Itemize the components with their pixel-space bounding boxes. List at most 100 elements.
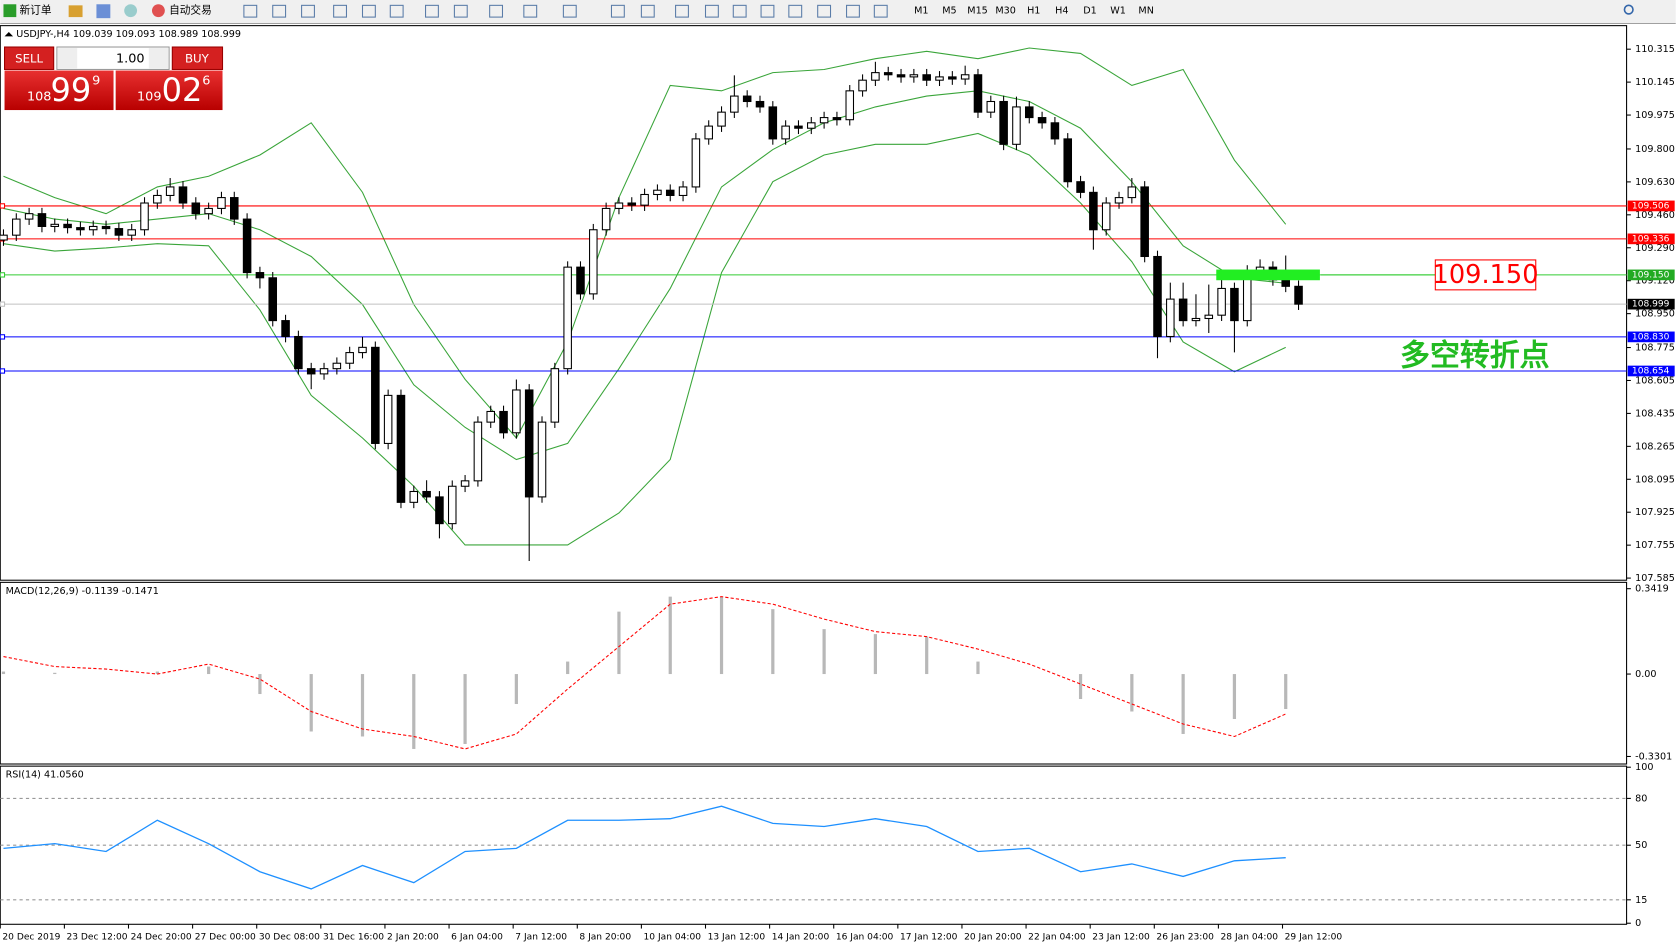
candle-body <box>935 76 944 81</box>
icon[interactable] <box>96 4 111 19</box>
y-tick-label: 100 <box>1635 762 1653 773</box>
toolbar-icon[interactable] <box>243 4 258 18</box>
toolbar-icon[interactable] <box>453 4 468 18</box>
toolbar-icon[interactable] <box>704 4 719 18</box>
x-tick-label: 7 Jan 12:00 <box>515 933 567 943</box>
candle-body <box>717 111 726 127</box>
y-tick-label: -0.3301 <box>1635 751 1672 762</box>
toolbar-icon[interactable] <box>425 4 439 18</box>
candle-body <box>230 197 239 220</box>
toolbar-icon[interactable] <box>846 4 860 18</box>
candle-body <box>1127 186 1137 199</box>
candle-body <box>524 389 534 498</box>
plots: 110.315 110.145 109.975 109.800 109.630 109.4… <box>0 29 1675 943</box>
sell-price-main: 99 <box>50 71 91 109</box>
sell-price-box[interactable] <box>4 70 114 111</box>
toolbar-icon[interactable] <box>640 4 655 18</box>
toolbar-icon[interactable] <box>361 4 376 18</box>
lot-up[interactable] <box>148 48 169 69</box>
auto-trading-label: 自动交易 <box>169 4 212 17</box>
y-tick-label: 80 <box>1635 793 1647 804</box>
toolbar-icon[interactable] <box>389 4 404 18</box>
candle-body <box>537 421 547 498</box>
toolbar-icon[interactable] <box>301 4 315 18</box>
new-order-label: 新订单 <box>19 4 51 17</box>
toolbar-icon[interactable] <box>333 4 348 18</box>
candle-body <box>781 125 790 140</box>
timeframe-button[interactable]: M1 <box>914 6 928 17</box>
macd-bar <box>1181 674 1185 734</box>
macd-bar <box>1232 674 1237 719</box>
toolbar-icon[interactable] <box>562 4 577 18</box>
toolbar-icon[interactable] <box>817 4 832 18</box>
y-tick-label: 110.315 <box>1635 44 1675 55</box>
candle-body <box>358 346 367 354</box>
candle-body <box>50 223 60 227</box>
auto-trading-button[interactable]: 自动交易 <box>151 4 212 18</box>
candle-body <box>447 485 457 525</box>
candle-body <box>473 421 483 482</box>
candle-body <box>1114 197 1124 204</box>
candle-body <box>922 74 931 81</box>
timeframe-button[interactable]: D1 <box>1083 6 1097 17</box>
candle-body <box>242 218 252 274</box>
x-tick-label: 17 Jan 12:00 <box>900 933 958 943</box>
timeframe-button[interactable]: M30 <box>995 6 1016 17</box>
timeframe-button[interactable]: H1 <box>1027 6 1040 17</box>
toolbar-icon[interactable] <box>675 4 689 18</box>
macd-bar <box>53 672 57 675</box>
toolbar-icon[interactable] <box>489 4 504 18</box>
toolbar-icon[interactable] <box>610 4 625 18</box>
candle-body <box>153 194 162 204</box>
buy-button[interactable] <box>171 46 224 70</box>
candle-body <box>999 100 1008 145</box>
candle-body <box>1101 202 1111 231</box>
timeframe-button[interactable]: H4 <box>1055 6 1068 17</box>
y-tick-label: 108.950 <box>1635 309 1675 320</box>
buy-price-box[interactable] <box>115 70 223 111</box>
y-tick-label: 108.605 <box>1635 375 1675 386</box>
candle-body <box>948 76 957 80</box>
lot-down[interactable] <box>57 48 78 69</box>
toolbar-icon[interactable] <box>523 4 538 18</box>
macd-bar <box>617 611 621 675</box>
sell-button[interactable] <box>4 46 55 70</box>
search-icon[interactable] <box>1623 4 1634 15</box>
x-tick-label: 20 Dec 2019 <box>2 933 60 943</box>
candle-body <box>1204 314 1214 320</box>
lot-input[interactable] <box>56 46 170 70</box>
band-upper <box>3 47 1287 439</box>
toolbar-icon[interactable] <box>272 4 287 18</box>
macd-bar <box>412 674 416 749</box>
timeframe-button[interactable]: W1 <box>1110 6 1126 17</box>
candle-body <box>1281 279 1290 287</box>
toolbar-icon[interactable] <box>873 4 888 18</box>
new-order-button[interactable]: 新订单 <box>3 4 52 18</box>
candle-body <box>730 95 739 113</box>
candle-body <box>345 352 354 364</box>
annotation-box <box>1434 259 1537 291</box>
sell-price-big: 108 <box>27 90 51 105</box>
candle-body <box>76 227 85 231</box>
y-tick-label: 107.755 <box>1635 540 1675 551</box>
x-tick-label: 16 Jan 04:00 <box>836 933 894 943</box>
y-tick-label: 108.435 <box>1635 408 1675 419</box>
macd-bar <box>207 666 211 675</box>
timeframe-button[interactable]: MN <box>1138 6 1153 17</box>
x-tick-label: 27 Dec 00:00 <box>195 933 256 943</box>
toolbar-icon[interactable] <box>760 4 775 18</box>
candle-body <box>807 122 816 129</box>
candle-body <box>832 117 842 121</box>
timeframe-button[interactable]: M5 <box>942 6 956 17</box>
icon[interactable] <box>68 5 83 18</box>
x-tick-label: 30 Dec 08:00 <box>259 933 320 943</box>
macd-bar <box>668 596 672 675</box>
toolbar-icon[interactable] <box>732 4 747 18</box>
toolbar-icon[interactable] <box>788 4 803 18</box>
timeframe-button[interactable]: M15 <box>967 6 988 17</box>
icon[interactable] <box>124 4 138 18</box>
candle-body <box>140 202 149 231</box>
